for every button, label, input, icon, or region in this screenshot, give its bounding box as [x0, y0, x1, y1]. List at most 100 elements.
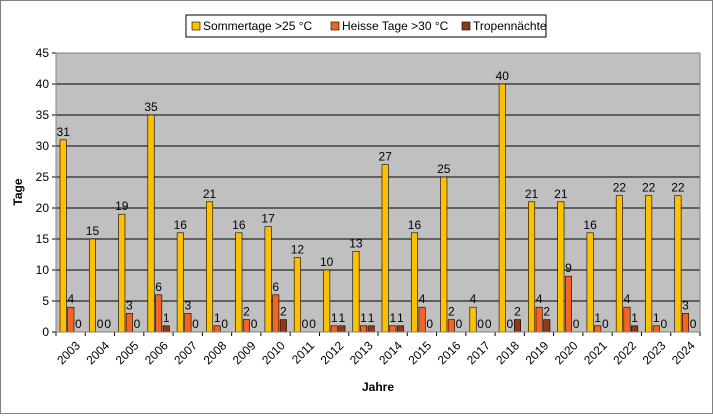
data-label: 35: [144, 100, 158, 114]
legend-swatch: [191, 21, 201, 31]
bar: [586, 232, 594, 333]
bar: [410, 232, 418, 333]
bar: [498, 83, 506, 333]
plot-area: [56, 52, 700, 332]
bar: [615, 195, 623, 333]
bar: [338, 325, 346, 333]
bar: [293, 257, 301, 333]
y-tick-label: 40: [36, 77, 50, 91]
bar: [67, 306, 75, 333]
data-label: 0: [456, 317, 463, 331]
bar: [447, 319, 455, 333]
y-tick-label: 30: [36, 139, 50, 153]
data-label: 1: [368, 311, 375, 325]
data-label: 40: [496, 69, 510, 83]
bar: [652, 325, 660, 333]
data-label: 1: [397, 311, 404, 325]
data-label: 1: [653, 311, 660, 325]
plot-frame: [55, 52, 701, 333]
data-label: 1: [360, 311, 367, 325]
data-label: 22: [642, 181, 656, 195]
data-label: 2: [243, 305, 250, 319]
data-label: 12: [291, 243, 305, 257]
legend-label: Sommertage >25 °C: [203, 19, 313, 33]
bar: [360, 325, 368, 333]
data-label: 0: [75, 317, 82, 331]
data-label: 2: [448, 305, 455, 319]
data-label: 6: [272, 280, 279, 294]
data-label: 1: [389, 311, 396, 325]
data-label: 2: [514, 305, 521, 319]
data-label: 13: [349, 236, 363, 250]
data-label: 4: [67, 292, 74, 306]
data-label: 21: [525, 187, 539, 201]
bar: [184, 313, 192, 333]
legend: Sommertage >25 °C Heisse Tage >30 °C Trope…: [185, 14, 547, 38]
bar: [323, 269, 331, 333]
bar: [213, 325, 221, 333]
data-label: 0: [97, 317, 104, 331]
data-label: 1: [331, 311, 338, 325]
data-label: 1: [339, 311, 346, 325]
bar: [440, 176, 448, 333]
x-axis-label: Jahre: [362, 380, 394, 394]
bar: [682, 313, 690, 333]
data-label: 1: [163, 311, 170, 325]
bar: [242, 319, 250, 333]
bar: [118, 213, 126, 333]
data-label: 16: [408, 218, 422, 232]
data-label: 0: [221, 317, 228, 331]
data-label: 1: [631, 311, 638, 325]
bar: [564, 275, 572, 333]
data-label: 0: [477, 317, 484, 331]
legend-label: Tropennächte: [473, 19, 547, 33]
bar: [264, 226, 272, 333]
bar: [528, 201, 536, 333]
data-label: 0: [690, 317, 697, 331]
data-label: 27: [379, 150, 393, 164]
data-label: 0: [602, 317, 609, 331]
bar: [125, 313, 133, 333]
bar: [272, 294, 280, 333]
data-label: 0: [251, 317, 258, 331]
legend-swatch: [461, 21, 471, 31]
data-label: 4: [470, 292, 477, 306]
data-label: 6: [155, 280, 162, 294]
bar: [594, 325, 602, 333]
bar: [645, 195, 653, 333]
legend-label: Heisse Tage >30 °C: [342, 19, 449, 33]
bar: [623, 306, 631, 333]
bar: [155, 294, 163, 333]
data-label: 0: [134, 317, 141, 331]
data-label: 21: [554, 187, 568, 201]
legend-box: [185, 14, 547, 38]
bar: [176, 232, 184, 333]
data-label: 1: [214, 311, 221, 325]
data-label: 0: [426, 317, 433, 331]
data-label: 4: [419, 292, 426, 306]
data-label: 16: [232, 218, 246, 232]
data-label: 3: [126, 298, 133, 312]
data-label: 0: [485, 317, 492, 331]
y-tick-label: 35: [36, 108, 50, 122]
bar: [330, 325, 338, 333]
y-tick-label: 15: [36, 232, 50, 246]
data-label: 0: [661, 317, 668, 331]
data-label: 17: [261, 212, 275, 226]
data-label: 16: [583, 218, 597, 232]
data-label: 9: [565, 261, 572, 275]
data-label: 15: [86, 224, 100, 238]
data-label: 1: [594, 311, 601, 325]
data-label: 4: [536, 292, 543, 306]
bar: [557, 201, 565, 333]
bar: [162, 325, 170, 333]
data-label: 0: [573, 317, 580, 331]
data-label: 4: [624, 292, 631, 306]
data-label: 0: [507, 317, 514, 331]
data-label: 19: [115, 199, 129, 213]
bar: [279, 319, 287, 333]
y-tick-label: 5: [42, 294, 49, 308]
